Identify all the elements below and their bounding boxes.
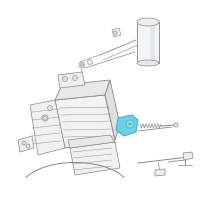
Polygon shape bbox=[155, 169, 165, 176]
Circle shape bbox=[22, 141, 26, 145]
Circle shape bbox=[174, 123, 178, 127]
Circle shape bbox=[26, 144, 30, 148]
Circle shape bbox=[113, 31, 117, 35]
Polygon shape bbox=[112, 28, 121, 37]
Circle shape bbox=[42, 115, 48, 121]
Polygon shape bbox=[137, 22, 159, 63]
Polygon shape bbox=[68, 135, 115, 148]
Polygon shape bbox=[55, 80, 110, 100]
Circle shape bbox=[126, 120, 134, 128]
Polygon shape bbox=[105, 80, 120, 140]
Ellipse shape bbox=[137, 18, 159, 26]
Circle shape bbox=[79, 62, 85, 68]
Polygon shape bbox=[70, 142, 120, 175]
Ellipse shape bbox=[137, 60, 159, 66]
Polygon shape bbox=[183, 152, 193, 160]
Polygon shape bbox=[18, 136, 34, 152]
Circle shape bbox=[88, 60, 92, 64]
Polygon shape bbox=[55, 95, 115, 148]
Circle shape bbox=[128, 122, 132, 126]
Polygon shape bbox=[58, 72, 85, 88]
Circle shape bbox=[72, 75, 78, 80]
Polygon shape bbox=[116, 115, 138, 136]
Polygon shape bbox=[30, 100, 65, 155]
Polygon shape bbox=[150, 24, 155, 61]
Circle shape bbox=[80, 64, 84, 66]
Circle shape bbox=[62, 76, 68, 82]
Circle shape bbox=[48, 106, 52, 110]
